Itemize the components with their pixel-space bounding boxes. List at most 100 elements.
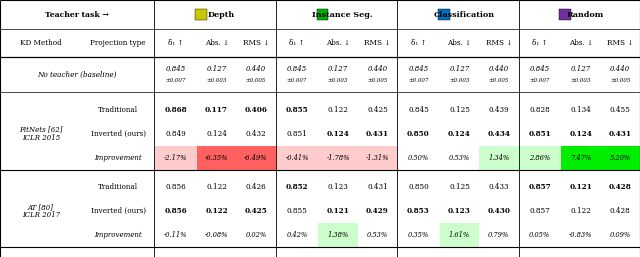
Text: 0.845: 0.845: [287, 65, 307, 73]
Text: ±0.003: ±0.003: [328, 78, 348, 84]
Text: 0.79%: 0.79%: [488, 231, 509, 239]
Text: Abs. ↓: Abs. ↓: [569, 39, 593, 47]
Bar: [559, 9, 571, 20]
Text: 0.125: 0.125: [449, 106, 470, 114]
Bar: [318, 223, 358, 247]
Text: 0.121: 0.121: [570, 183, 593, 191]
Text: 0.122: 0.122: [205, 207, 228, 215]
Text: 0.431: 0.431: [367, 183, 388, 191]
Bar: [561, 146, 600, 170]
Bar: [276, 146, 318, 170]
Text: 0.845: 0.845: [408, 106, 429, 114]
Text: 0.440: 0.440: [246, 65, 266, 73]
Text: 0.850: 0.850: [408, 183, 429, 191]
Text: 0.428: 0.428: [609, 183, 632, 191]
Text: 0.868: 0.868: [164, 106, 187, 114]
Bar: [518, 146, 561, 170]
Text: 0.124: 0.124: [448, 130, 471, 138]
Bar: [195, 9, 207, 20]
Text: 0.434: 0.434: [488, 130, 510, 138]
Text: 0.432: 0.432: [246, 130, 266, 138]
Text: 0.117: 0.117: [205, 106, 228, 114]
Text: -1.78%: -1.78%: [326, 154, 350, 162]
Text: Improvement: Improvement: [94, 231, 142, 239]
Text: ±0.007: ±0.007: [530, 78, 550, 84]
Text: δ₁ ↑: δ₁ ↑: [289, 39, 305, 47]
Text: No teacher (baseline): No teacher (baseline): [37, 70, 117, 79]
Text: 0.53%: 0.53%: [449, 154, 470, 162]
Text: 0.857: 0.857: [529, 183, 551, 191]
Text: -1.31%: -1.31%: [365, 154, 389, 162]
Text: Teacher task →: Teacher task →: [45, 11, 109, 19]
Text: 0.853: 0.853: [407, 207, 430, 215]
Text: 0.849: 0.849: [165, 130, 186, 138]
Text: 0.127: 0.127: [449, 65, 470, 73]
Bar: [479, 146, 518, 170]
Text: 0.851: 0.851: [529, 130, 551, 138]
Text: 0.50%: 0.50%: [408, 154, 429, 162]
Text: 0.127: 0.127: [207, 65, 227, 73]
Text: 5.20%: 5.20%: [610, 154, 631, 162]
Text: 0.440: 0.440: [610, 65, 630, 73]
Bar: [438, 9, 449, 20]
Text: 0.828: 0.828: [529, 106, 550, 114]
Text: 0.852: 0.852: [285, 183, 308, 191]
Text: 0.123: 0.123: [448, 207, 471, 215]
Text: 0.856: 0.856: [164, 207, 187, 215]
Text: KD Method: KD Method: [20, 39, 62, 47]
Text: 0.35%: 0.35%: [408, 231, 429, 239]
Text: 0.122: 0.122: [206, 183, 227, 191]
Bar: [440, 223, 479, 247]
Text: 0.845: 0.845: [166, 65, 186, 73]
Text: 0.124: 0.124: [570, 130, 593, 138]
Text: 1.38%: 1.38%: [328, 231, 349, 239]
Text: 0.02%: 0.02%: [245, 231, 267, 239]
Text: 0.122: 0.122: [328, 106, 349, 114]
Text: RMS ↓: RMS ↓: [243, 39, 269, 47]
Text: 0.122: 0.122: [570, 207, 591, 215]
Text: 0.433: 0.433: [488, 183, 509, 191]
Text: 0.856: 0.856: [165, 183, 186, 191]
Text: Traditional: Traditional: [98, 106, 138, 114]
Text: 0.121: 0.121: [326, 207, 349, 215]
Text: Inverted (ours): Inverted (ours): [91, 207, 146, 215]
Text: 0.455: 0.455: [610, 106, 630, 114]
Text: 0.05%: 0.05%: [529, 231, 550, 239]
Text: δ₁ ↑: δ₁ ↑: [411, 39, 426, 47]
Text: -0.41%: -0.41%: [285, 154, 308, 162]
Text: Depth: Depth: [208, 11, 235, 19]
Bar: [358, 146, 397, 170]
Text: 0.850: 0.850: [407, 130, 430, 138]
Text: -0.83%: -0.83%: [569, 231, 593, 239]
Text: δ₁ ↑: δ₁ ↑: [532, 39, 548, 47]
Text: ICLR 2017: ICLR 2017: [22, 211, 60, 219]
Text: 0.855: 0.855: [285, 106, 308, 114]
Text: 0.857: 0.857: [529, 207, 550, 215]
Bar: [197, 146, 236, 170]
Text: 0.431: 0.431: [609, 130, 632, 138]
Text: 0.124: 0.124: [326, 130, 349, 138]
Text: Traditional: Traditional: [98, 183, 138, 191]
Text: 1.61%: 1.61%: [449, 231, 470, 239]
Bar: [600, 146, 640, 170]
Text: ±0.007: ±0.007: [165, 78, 186, 84]
Text: 0.425: 0.425: [244, 207, 268, 215]
Bar: [317, 9, 328, 20]
Text: 0.851: 0.851: [287, 130, 307, 138]
Text: 7.47%: 7.47%: [570, 154, 591, 162]
Text: FitNets [62]: FitNets [62]: [19, 126, 63, 134]
Text: Random: Random: [567, 11, 604, 19]
Text: 0.127: 0.127: [571, 65, 591, 73]
Text: 1.34%: 1.34%: [488, 154, 509, 162]
Text: ±0.007: ±0.007: [408, 78, 429, 84]
Text: Abs. ↓: Abs. ↓: [447, 39, 472, 47]
Text: Classification: Classification: [434, 11, 495, 19]
Text: RMS ↓: RMS ↓: [364, 39, 390, 47]
Text: ±0.007: ±0.007: [287, 78, 307, 84]
Text: 0.406: 0.406: [244, 106, 268, 114]
Text: 0.42%: 0.42%: [287, 231, 308, 239]
Bar: [318, 146, 358, 170]
Text: 2.86%: 2.86%: [529, 154, 550, 162]
Text: 0.123: 0.123: [328, 183, 348, 191]
Text: 0.845: 0.845: [530, 65, 550, 73]
